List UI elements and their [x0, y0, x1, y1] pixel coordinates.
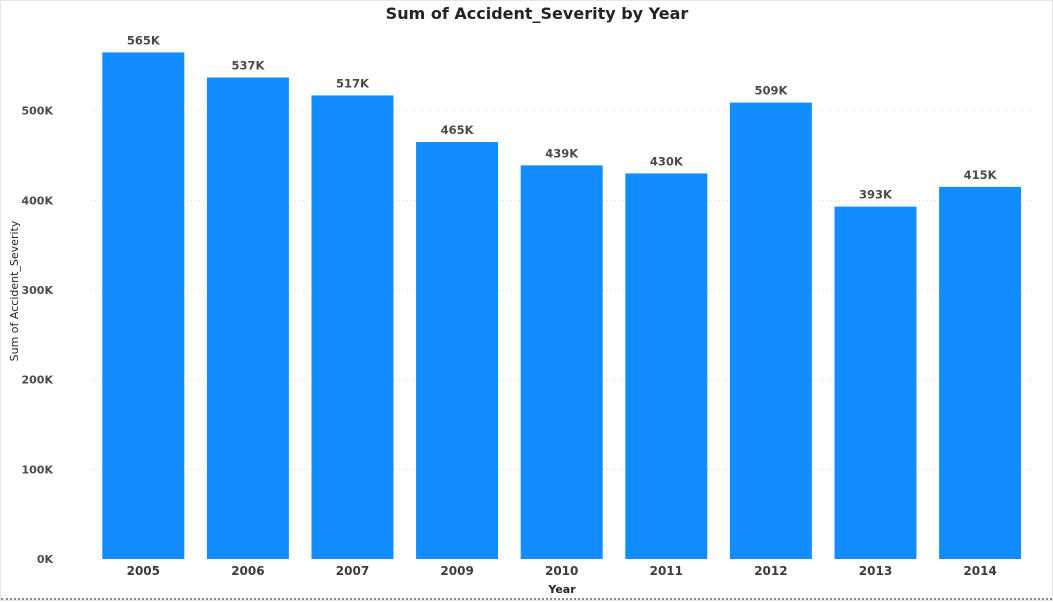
y-tick-label: 500K [22, 105, 54, 118]
y-axis-ticks: 0K 100K 200K 300K 400K 500K [22, 105, 54, 566]
visual-bottom-border [1, 598, 1052, 600]
bar-2005[interactable] [102, 52, 185, 560]
data-label-2006: 537K [231, 58, 265, 72]
bar-2007[interactable] [311, 95, 394, 559]
x-tick-label: 2010 [545, 564, 578, 578]
bar-2009[interactable] [416, 142, 499, 560]
data-label-2007: 517K [336, 76, 370, 90]
y-tick-label: 0K [37, 553, 54, 566]
x-tick-label: 2006 [231, 564, 264, 578]
y-tick-label: 100K [22, 463, 54, 476]
data-label-2014: 415K [964, 168, 998, 182]
data-label-2005: 565K [127, 33, 161, 47]
y-tick-label: 300K [22, 284, 54, 297]
x-tick-label: 2011 [650, 564, 683, 578]
y-tick-label: 200K [22, 374, 54, 387]
bar-2011[interactable] [625, 173, 708, 559]
x-tick-label: 2007 [336, 564, 369, 578]
x-tick-label: 2013 [859, 564, 892, 578]
data-label-2011: 430K [650, 154, 684, 168]
x-tick-label: 2009 [440, 564, 473, 578]
y-tick-label: 400K [22, 194, 54, 207]
data-label-2010: 439K [545, 146, 579, 160]
bar-2012[interactable] [729, 102, 812, 559]
data-label-2009: 465K [441, 123, 475, 137]
bar-2006[interactable] [206, 77, 289, 560]
x-axis-ticks: 2005 2006 2007 2009 2010 2011 2012 2013 2014 [127, 564, 997, 578]
chart-title: Sum of Accident_Severity by Year [386, 4, 689, 23]
data-label-2013: 393K [859, 188, 893, 202]
bar-2013[interactable] [834, 206, 917, 560]
data-label-2012: 509K [754, 84, 788, 98]
x-tick-label: 2014 [963, 564, 996, 578]
x-tick-label: 2012 [754, 564, 787, 578]
x-axis-title: Year [547, 583, 576, 596]
data-labels: 565K 537K 517K 465K 439K 430K 509K 393K 415K [127, 33, 998, 201]
x-tick-label: 2005 [127, 564, 160, 578]
bars [102, 52, 1022, 560]
y-axis-title: Sum of Accident_Severity [8, 220, 21, 361]
bar-2014[interactable] [939, 186, 1022, 559]
bar-2010[interactable] [520, 165, 603, 559]
